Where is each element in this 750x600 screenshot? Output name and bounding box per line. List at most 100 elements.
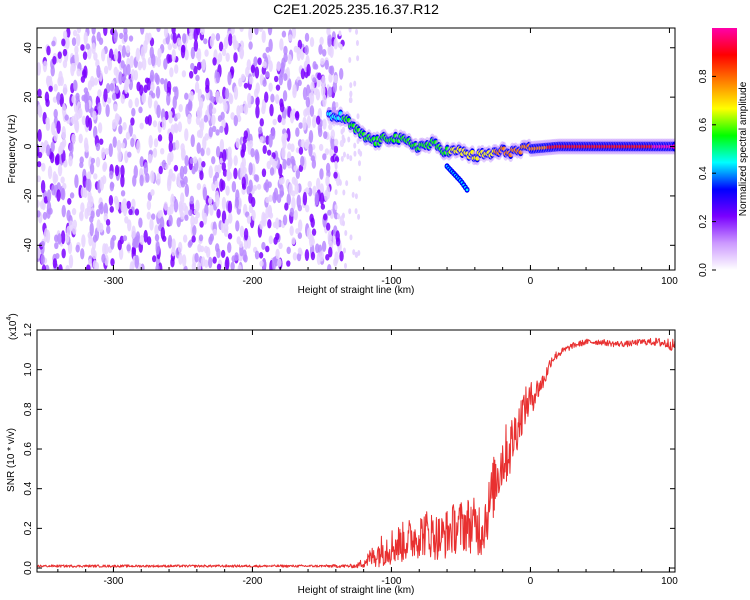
noise-blob — [143, 162, 149, 176]
noise-blob — [210, 33, 216, 41]
noise-blob — [150, 213, 156, 220]
noise-blob — [349, 155, 353, 162]
noise-blob — [274, 217, 280, 230]
noise-blob — [114, 164, 120, 177]
y-tick-label: 40 — [23, 42, 34, 54]
noise-blob — [114, 85, 120, 94]
noise-blob — [257, 126, 263, 135]
noise-blob — [52, 171, 57, 185]
noise-blob — [135, 47, 140, 62]
noise-blob — [153, 138, 159, 148]
noise-blob — [273, 236, 278, 245]
noise-blob — [131, 107, 136, 117]
noise-blob — [328, 123, 333, 131]
noise-blob — [75, 244, 80, 253]
noise-blob — [319, 250, 324, 262]
noise-blob — [218, 41, 224, 52]
noise-blob — [340, 128, 344, 135]
noise-blob — [128, 35, 134, 42]
noise-blob — [287, 78, 292, 91]
noise-blob — [184, 128, 189, 142]
noise-blob — [93, 173, 98, 180]
noise-blob — [289, 207, 295, 217]
noise-blob — [282, 90, 288, 102]
noise-blob — [338, 30, 342, 37]
noise-blob — [147, 94, 153, 109]
noise-blob — [103, 28, 108, 37]
noise-blob — [323, 131, 328, 140]
noise-blob — [59, 141, 64, 155]
noise-blob — [314, 191, 319, 206]
noise-blob — [50, 141, 55, 153]
noise-blob — [92, 110, 97, 121]
noise-blob — [127, 219, 132, 232]
noise-blob — [196, 262, 202, 270]
noise-blob — [233, 155, 238, 167]
noise-blob — [120, 174, 125, 188]
noise-blob — [249, 76, 254, 85]
noise-blob — [329, 45, 334, 58]
noise-blob — [354, 193, 358, 200]
noise-blob — [95, 156, 101, 168]
noise-blob — [83, 31, 88, 45]
noise-blob — [194, 252, 199, 263]
y-tick-label: 0.2 — [23, 521, 34, 535]
noise-blob — [60, 230, 66, 245]
noise-blob — [233, 86, 239, 100]
x-tick-label: -200 — [242, 276, 262, 287]
noise-blob — [106, 225, 111, 234]
noise-blob — [192, 224, 197, 237]
noise-blob — [131, 225, 136, 239]
snr-y-ticks: 0.0 0.2 0.4 0.6 0.8 1.0 1.2 — [23, 323, 675, 575]
noise-blob — [178, 201, 183, 213]
noise-blob — [293, 209, 298, 221]
noise-blob — [76, 28, 82, 34]
noise-blob — [103, 202, 109, 217]
noise-blob — [129, 55, 134, 68]
noise-blob — [150, 81, 155, 92]
noise-blob — [61, 248, 66, 259]
noise-blob — [166, 80, 172, 93]
noise-blob — [166, 178, 172, 192]
noise-blob — [286, 193, 291, 206]
noise-blob — [215, 32, 221, 42]
noise-blob — [327, 38, 332, 48]
y-tick-label: 1.0 — [23, 362, 34, 376]
noise-blob — [65, 264, 70, 270]
noise-blob — [37, 246, 41, 259]
noise-blob — [149, 69, 155, 82]
snr-x-ticks: -300 -200 -100 0 100 — [57, 330, 678, 587]
noise-blob — [221, 196, 227, 211]
noise-blob — [250, 148, 255, 158]
noise-blob — [308, 234, 314, 248]
noise-blob — [224, 218, 230, 226]
noise-blob — [208, 126, 213, 138]
noise-blob — [146, 200, 152, 211]
noise-blob — [297, 219, 303, 232]
noise-blob — [341, 220, 345, 227]
noise-blob — [211, 125, 217, 133]
noise-blob — [139, 122, 144, 130]
noise-blob — [328, 73, 333, 83]
x-tick-label: 100 — [661, 276, 678, 287]
noise-blob — [318, 143, 324, 152]
noise-blob — [181, 254, 187, 267]
noise-blob — [355, 28, 359, 35]
noise-blob — [200, 28, 205, 36]
noise-blob — [357, 213, 361, 220]
noise-blob — [99, 138, 104, 145]
noise-blob — [103, 88, 108, 103]
noise-blob — [339, 250, 344, 262]
noise-blob — [234, 196, 240, 209]
noise-blob — [188, 70, 194, 79]
noise-blob — [212, 256, 217, 264]
noise-blob — [341, 134, 345, 141]
noise-blob — [190, 62, 195, 70]
noise-blob — [248, 28, 253, 41]
noise-blob — [287, 54, 292, 65]
noise-blob — [243, 130, 249, 140]
noise-blob — [267, 205, 272, 218]
noise-blob — [344, 229, 348, 236]
x-tick-label: -300 — [103, 576, 123, 587]
noise-blob — [184, 155, 189, 167]
